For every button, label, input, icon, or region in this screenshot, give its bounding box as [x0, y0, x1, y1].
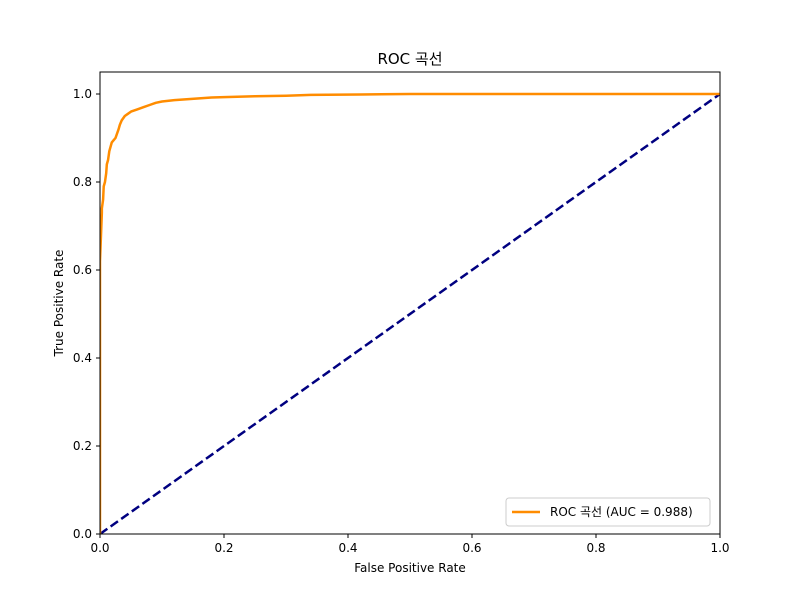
- y-tick-label: 0.8: [73, 175, 92, 189]
- y-tick-label: 0.4: [73, 351, 92, 365]
- legend: ROC 곡선 (AUC = 0.988): [505, 497, 711, 527]
- x-tick-label: 1.0: [710, 541, 729, 555]
- y-tick-label: 0.0: [73, 527, 92, 541]
- y-tick-label: 0.6: [73, 263, 92, 277]
- random-classifier-line: [100, 92, 720, 534]
- x-tick-label: 0.2: [214, 541, 233, 555]
- y-axis-label: True Positive Rate: [52, 250, 66, 358]
- x-tick-label: 0.8: [586, 541, 605, 555]
- legend-box: [505, 497, 711, 527]
- axes-frame: [99, 71, 721, 535]
- y-tick-label: 0.2: [73, 439, 92, 453]
- chart-title: ROC 곡선: [377, 50, 442, 68]
- series-group: [100, 92, 720, 534]
- roc-curve-line: [100, 92, 720, 534]
- plot-area: 0.0 0.2 0.4 0.6 0.8 1.0 0.0 0.2 0.4 0.6 0.8 1.0: [73, 71, 730, 555]
- x-axis-label: False Positive Rate: [354, 561, 466, 575]
- x-tick-label: 0.6: [462, 541, 481, 555]
- legend-label-roc: ROC 곡선 (AUC = 0.988): [550, 505, 693, 519]
- x-tick-label: 0.4: [338, 541, 357, 555]
- x-tick-label: 0.0: [90, 541, 109, 555]
- y-tick-label: 1.0: [73, 87, 92, 101]
